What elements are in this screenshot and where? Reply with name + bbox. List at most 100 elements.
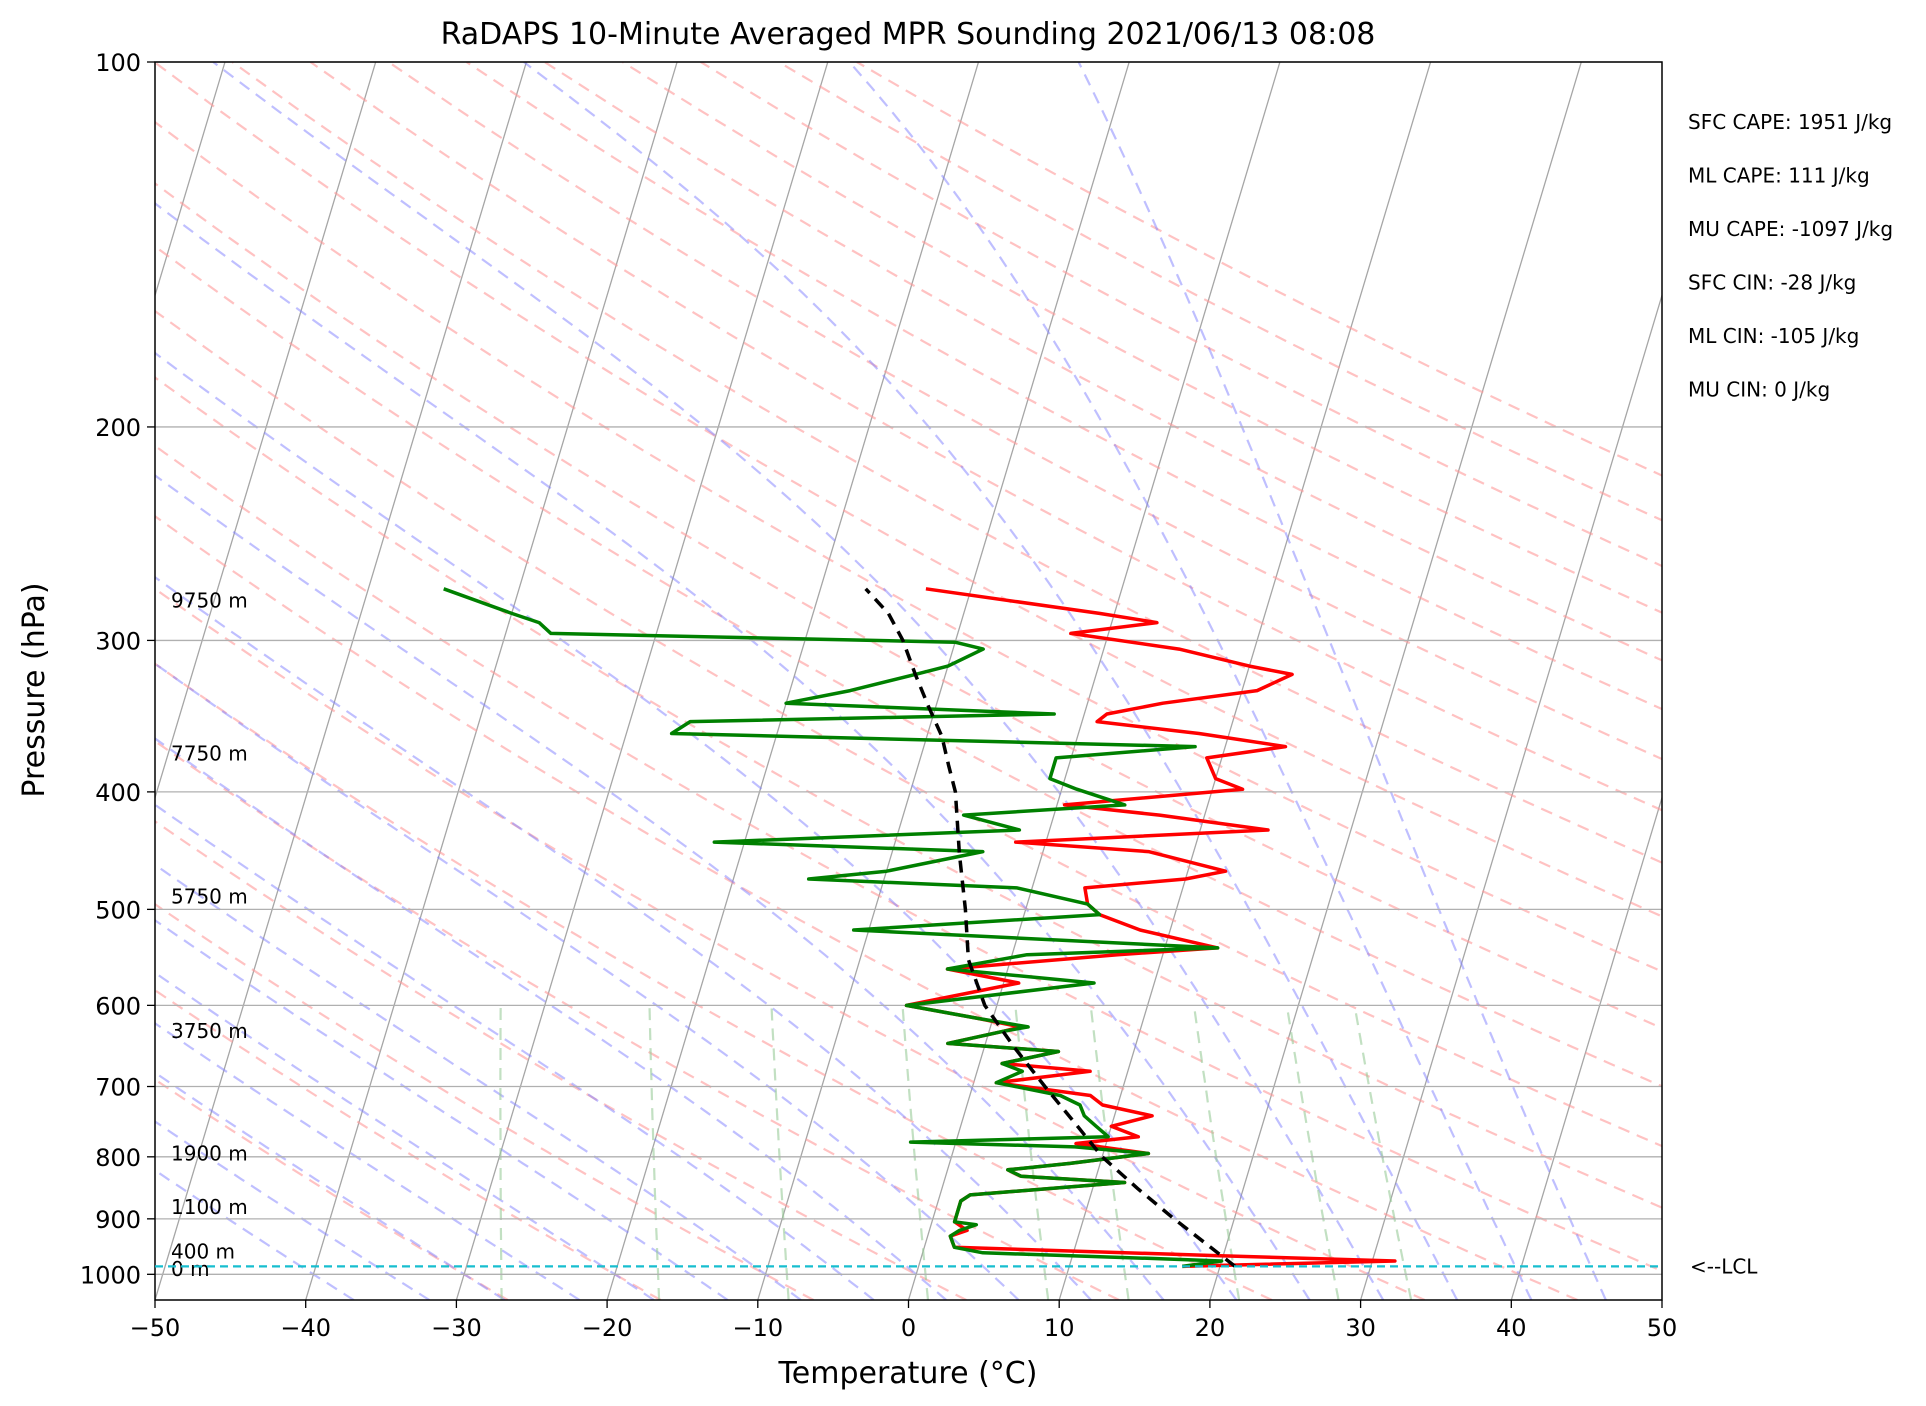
mixing-ratio-line (648, 1005, 661, 1300)
isotherm-line (1661, 1297, 1662, 1300)
mixing-ratio-line (1353, 1005, 1413, 1300)
moist-adiabat-line (212, 62, 1385, 1300)
x-tick-label: 0 (901, 1314, 916, 1342)
isotherm-line (606, 62, 980, 1300)
x-tick-label: 10 (1044, 1314, 1075, 1342)
moist-adiabat-line (155, 971, 655, 1300)
dry-adiabat-line (155, 819, 967, 1300)
x-tick-label: 30 (1345, 1314, 1376, 1342)
dry-adiabat-line (309, 62, 1662, 812)
dry-adiabat-line (155, 62, 1662, 918)
height-label: 3750 m (171, 1019, 248, 1043)
moist-adiabat-line (155, 662, 1020, 1300)
y-tick-label: 500 (95, 896, 141, 924)
y-tick-label: 600 (95, 992, 141, 1020)
moist-adiabat-line (155, 1071, 506, 1300)
moist-adiabat-line (155, 737, 947, 1300)
dry-adiabat-line (155, 245, 1662, 1088)
x-axis-label: Temperature (°C) (778, 1356, 1038, 1391)
y-tick-label: 1000 (80, 1261, 141, 1289)
y-tick-label: 100 (95, 49, 141, 77)
stat-label: ML CAPE: 111 J/kg (1688, 164, 1870, 188)
background-lines (155, 62, 1662, 1300)
y-tick-label: 700 (95, 1074, 141, 1102)
dry-adiabat-line (778, 62, 1662, 522)
isotherm-line (305, 62, 678, 1300)
isotherm-line (1209, 62, 1582, 1300)
moist-adiabat-line (523, 62, 1459, 1300)
dry-adiabat-line (465, 62, 1662, 711)
mixing-ratio-line (1192, 1005, 1241, 1300)
dry-adiabat-line (155, 662, 1273, 1300)
mixing-ratio-line (770, 1005, 790, 1300)
isotherm-line (1359, 293, 1662, 1300)
plot-frame (154, 61, 1663, 1301)
mixing-ratio-line (901, 1005, 930, 1300)
sounding-series (443, 587, 1397, 1269)
dry-adiabat-line (544, 62, 1662, 662)
x-tick-label: 20 (1195, 1314, 1226, 1342)
mixing-ratio-line (1014, 1005, 1050, 1300)
height-labels: 9750 m 7750 m 5750 m 3750 m 1900 m 1100 m 400 … (171, 588, 248, 1281)
x-tick-label: 50 (1647, 1314, 1678, 1342)
stat-label: MU CAPE: -1097 J/kg (1688, 217, 1893, 241)
stat-label: SFC CAPE: 1951 J/kg (1688, 110, 1892, 134)
isotherm-line (155, 62, 226, 298)
dry-adiabat-line (155, 444, 1662, 1273)
moist-adiabat-line (848, 62, 1533, 1300)
dry-adiabat-line (155, 1078, 509, 1300)
height-label: 400 m (171, 1240, 235, 1264)
moist-adiabat-line (155, 863, 802, 1300)
isotherm-line (907, 62, 1281, 1300)
lcl-marker: <--LCL (155, 1254, 1758, 1278)
y-tick-label: 300 (95, 627, 141, 655)
isotherm-line (155, 62, 377, 800)
height-label: 0 m (171, 1257, 210, 1281)
mixing-ratio-line (499, 1005, 503, 1300)
dry-adiabat-line (155, 514, 1578, 1300)
y-tick-label: 200 (95, 414, 141, 442)
dry-adiabat-line (155, 587, 1426, 1300)
x-tick-label: 40 (1496, 1314, 1527, 1342)
height-label: 5750 m (171, 885, 248, 909)
dry-adiabat-line (155, 739, 1120, 1300)
x-tick-label: −50 (130, 1314, 181, 1342)
stability-indices-panel: SFC CAPE: 1951 J/kg ML CAPE: 111 J/kg MU C… (1688, 110, 1893, 402)
height-label: 1900 m (171, 1142, 248, 1166)
moist-adiabat-line (155, 575, 1092, 1300)
chart-title: RaDAPS 10-Minute Averaged MPR Sounding 2… (441, 17, 1376, 52)
y-tick-label: 400 (95, 779, 141, 807)
moist-adiabat-line (155, 474, 1165, 1300)
mixing-ratio-line (1089, 1005, 1130, 1300)
moist-adiabat-line (155, 803, 875, 1300)
moist-adiabat-line (1077, 62, 1607, 1300)
y-axis-label: Pressure (hPa) (17, 582, 52, 797)
dry-adiabat-line (155, 120, 1662, 973)
x-tick-label: −40 (280, 1314, 331, 1342)
dry-adiabat-line (155, 182, 1662, 1030)
y-tick-label: 800 (95, 1144, 141, 1172)
dry-adiabat-line (155, 902, 815, 1300)
height-label: 7750 m (171, 742, 248, 766)
x-tick-label: −20 (582, 1314, 633, 1342)
y-tick-label: 900 (95, 1206, 141, 1234)
dry-adiabat-line (155, 309, 1662, 1148)
dry-adiabat-line (856, 62, 1662, 477)
isotherm-line (1510, 795, 1662, 1300)
y-axis-ticks: 100 200 300 400 500 600 700 800 900 1000 (80, 49, 155, 1289)
dry-adiabat-line (387, 62, 1662, 761)
height-label: 1100 m (171, 1195, 248, 1219)
dry-adiabat-line (231, 62, 1662, 864)
stat-label: SFC CIN: -28 J/kg (1688, 271, 1856, 295)
stat-label: ML CIN: -105 J/kg (1688, 324, 1859, 348)
dewpoint-profile-line (443, 587, 1224, 1269)
moist-adiabat-line (155, 1021, 581, 1300)
dry-adiabat-line (155, 988, 662, 1300)
dry-adiabat-line (622, 62, 1662, 614)
isotherm-line (455, 62, 829, 1300)
lcl-label: <--LCL (1690, 1254, 1758, 1278)
x-tick-label: −10 (732, 1314, 783, 1342)
mixing-ratio-line (1285, 1005, 1340, 1300)
x-tick-label: −30 (431, 1314, 482, 1342)
